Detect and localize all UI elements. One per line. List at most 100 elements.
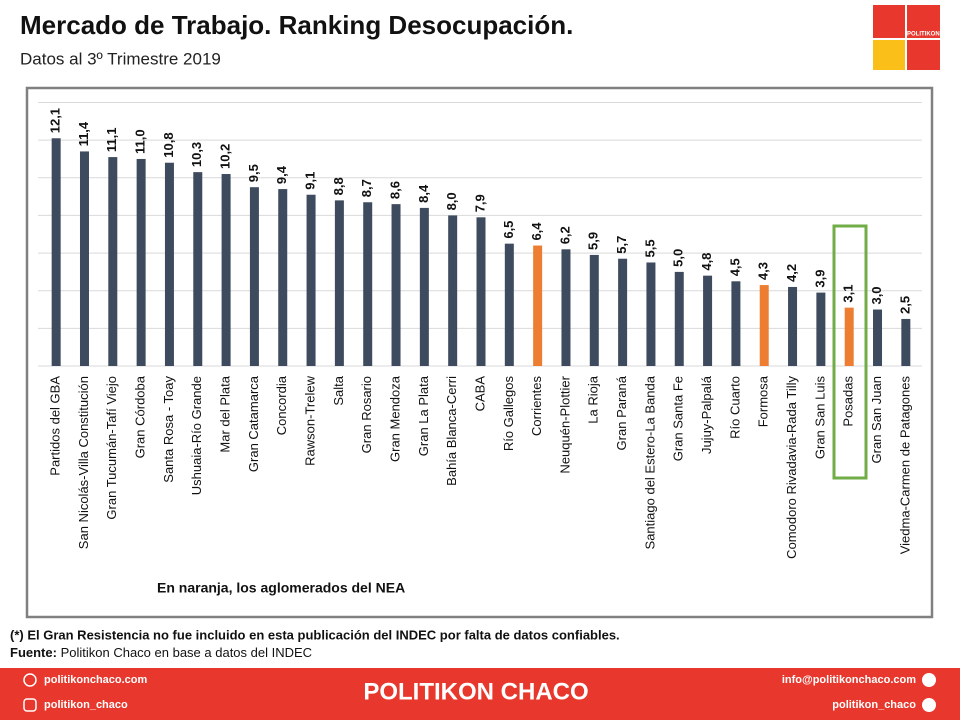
value-label: 8,7 [359,179,374,197]
x-tick-label: Viedma-Carmen de Patagones [897,376,912,555]
value-label: 11,4 [76,121,91,146]
logo-yellow [873,39,906,70]
source-label: Fuente: [10,645,57,660]
bar [504,243,514,366]
source: Fuente: Politikon Chaco en base a datos … [10,645,312,660]
bar [816,292,826,366]
bar [193,172,203,366]
value-label: 4,5 [727,258,742,276]
value-label: 5,9 [586,232,601,250]
value-label: 6,2 [557,226,572,244]
bar [278,189,288,366]
bar [589,254,599,366]
bar [391,204,401,366]
x-tick-label: Rawson-Trelew [303,375,318,465]
x-tick-label: Gran Córdoba [133,375,148,458]
value-label: 9,1 [303,172,318,190]
bar [419,207,429,366]
bar [51,138,61,366]
bar [759,285,769,366]
email-icon [922,673,936,687]
logo-text: POLITIKON [907,32,940,38]
bar [618,258,628,366]
x-tick-label: Posadas [841,376,856,427]
x-tick-label: Gran San Luis [812,376,827,460]
x-tick-label: Gran Catamarca [246,375,261,472]
x-tick-label: Bahía Blanca-Cerri [444,376,459,486]
x-tick-label: Concordia [274,375,289,435]
x-tick-label: Partidos del GBA [48,376,63,476]
x-tick-label: Jujuy-Palpalá [699,375,714,454]
value-label: 6,5 [501,221,516,239]
footer-web: politikonchaco.com [44,674,148,686]
x-tick-label: Gran Tucumán-Tafí Viejo [104,376,119,520]
value-label: 5,7 [614,236,629,254]
value-label: 5,0 [671,249,686,267]
x-tick-label: San Nicolás-Villa Constitución [76,376,91,549]
x-tick-label: Santa Rosa - Toay [161,376,176,483]
x-tick-label: Gran La Plata [416,375,431,456]
x-tick-label: Santiago del Estero-La Banda [642,375,657,549]
value-label: 3,0 [869,286,884,304]
bar [306,194,316,366]
value-label: 4,2 [784,264,799,282]
bar [731,281,741,366]
bar [476,217,486,366]
value-label: 6,4 [529,222,544,241]
footer-instagram: politikon_chaco [44,699,128,711]
footer-twitter: politikon_chaco [832,699,916,711]
bar [108,157,118,366]
x-tick-label: Salta [331,375,346,405]
bar [221,174,231,366]
footnote: (*) El Gran Resistencia no fue incluido … [10,627,620,642]
bar [533,245,543,366]
value-label: 8,0 [444,192,459,210]
bar [334,200,344,366]
value-label: 10,3 [189,142,204,167]
source-text: Politikon Chaco en base a datos del INDE… [61,645,312,660]
value-label: 4,8 [699,253,714,271]
value-label: 9,4 [274,165,289,184]
bar [788,286,798,366]
bar [249,187,259,366]
x-tick-label: Comodoro Rivadavia-Rada Tilly [784,376,799,559]
value-label: 2,5 [897,296,912,314]
value-label: 11,1 [104,127,119,152]
x-tick-label: Gran Rosario [359,376,374,453]
value-label: 10,8 [161,132,176,157]
x-tick-label: Gran San Juan [869,376,884,463]
bar [873,309,883,366]
highlight-box [832,224,868,480]
subtitle: Datos al 3º Trimestre 2019 [20,49,221,68]
bar [164,162,174,366]
bar [561,249,571,366]
bar [901,318,911,366]
x-tick-label: Río Cuarto [727,376,742,439]
x-tick-label: Formosa [756,375,771,427]
bar [674,271,684,366]
footer-brand: POLITIKON CHACO [363,678,588,705]
title: Mercado de Trabajo. Ranking Desocupación… [20,10,573,40]
value-label: 3,1 [841,285,856,303]
bar [79,151,89,366]
value-label: 10,2 [218,144,233,169]
x-tick-label: Neuquén-Plottier [557,375,572,473]
x-tick-label: Gran Mendoza [387,375,402,462]
x-tick-label: La Rioja [586,375,601,423]
value-label: 4,3 [756,262,771,280]
instagram-icon [23,698,37,712]
value-label: 5,5 [642,239,657,257]
x-tick-label: Río Gallegos [501,376,516,452]
bar [844,307,854,366]
value-label: 7,9 [472,194,487,212]
x-tick-label: Mar del Plata [218,375,233,452]
logo: POLITIKON [873,5,940,70]
value-label: 12,1 [48,108,63,133]
bar [363,202,373,366]
twitter-icon [922,698,936,712]
value-label: 8,4 [416,184,431,203]
x-tick-label: CABA [472,376,487,412]
x-tick-label: Ushuaia-Río Grande [189,376,204,495]
bar [646,262,656,366]
